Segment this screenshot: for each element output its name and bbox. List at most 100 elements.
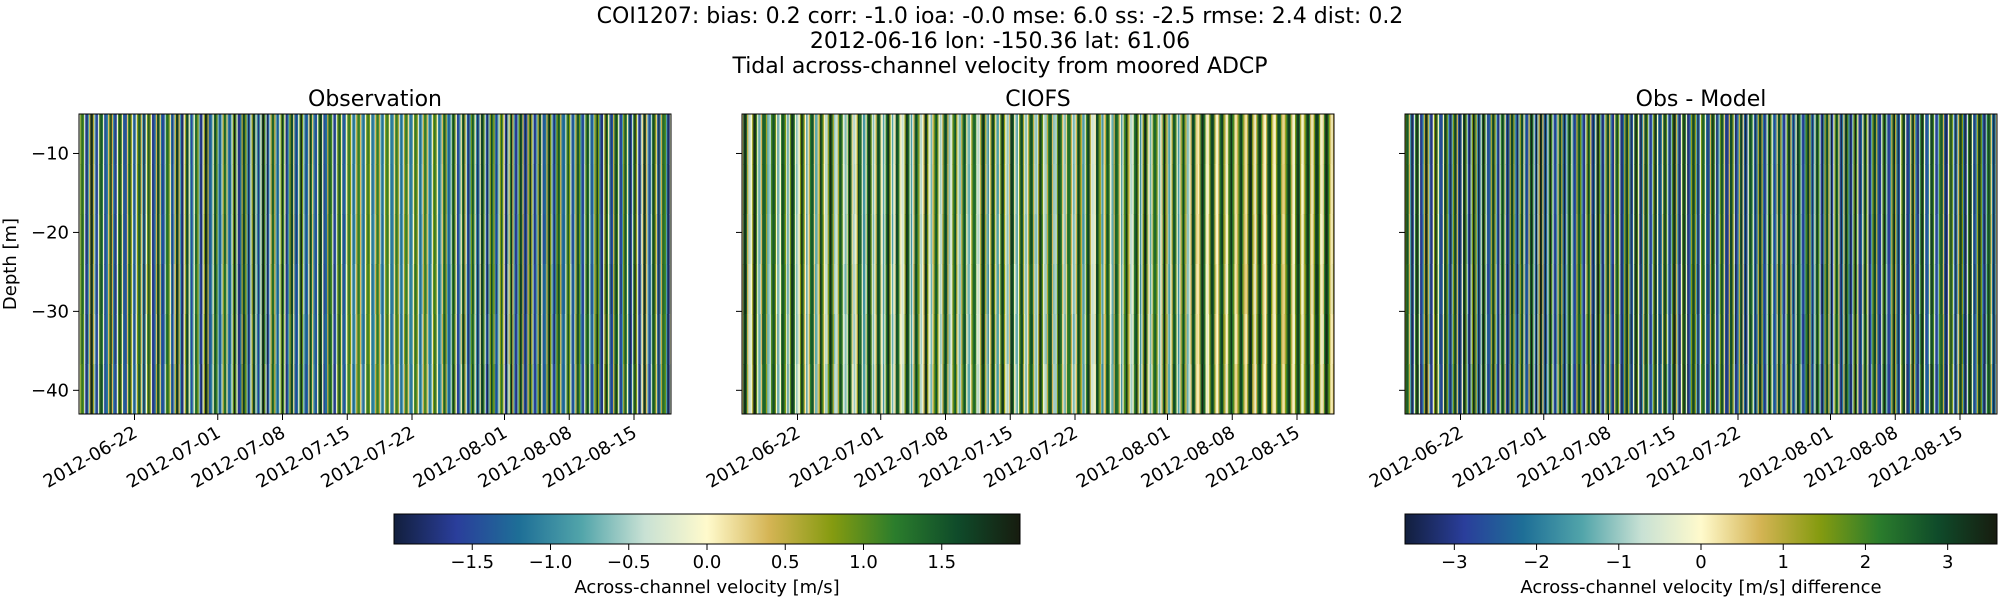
heatmap-cell: [275, 114, 278, 165]
heatmap-cell: [776, 264, 778, 315]
heatmap-cell: [387, 364, 390, 414]
heatmap-cell: [528, 314, 531, 365]
heatmap-cell: [1032, 114, 1035, 165]
heatmap-cell: [431, 164, 434, 215]
heatmap-cell: [584, 314, 586, 365]
heatmap-cell: [949, 214, 952, 265]
heatmap-cell: [652, 264, 654, 315]
heatmap-cell: [220, 214, 222, 265]
heatmap-cell: [1121, 264, 1123, 315]
heatmap-cell: [860, 114, 863, 165]
heatmap-cell: [948, 214, 951, 265]
heatmap-cell: [272, 164, 275, 215]
heatmap-cell: [227, 314, 230, 365]
heatmap-cell: [1131, 264, 1134, 315]
heatmap-cell: [468, 314, 471, 365]
heatmap-cell: [1109, 114, 1112, 165]
heatmap-cell: [296, 164, 299, 215]
heatmap-cell: [779, 314, 782, 365]
heatmap-cell: [900, 364, 903, 414]
heatmap-cell: [1126, 214, 1129, 265]
heatmap-cell: [966, 314, 969, 365]
heatmap-cell: [324, 164, 327, 215]
heatmap-cell: [85, 264, 88, 315]
heatmap-cell: [1104, 364, 1107, 414]
heatmap-cell: [784, 314, 787, 365]
heatmap-cell: [811, 264, 814, 315]
heatmap-cell: [235, 114, 238, 165]
heatmap-cell: [114, 164, 117, 215]
heatmap-cell: [662, 164, 665, 215]
heatmap-cell: [328, 114, 331, 165]
heatmap-cell: [778, 114, 781, 165]
heatmap-cell: [270, 114, 273, 165]
heatmap-cell: [194, 214, 197, 265]
heatmap-cell: [851, 164, 854, 215]
heatmap-cell: [1155, 164, 1157, 215]
heatmap-cell: [391, 314, 394, 365]
heatmap-cell: [811, 214, 814, 265]
heatmap-cell: [477, 314, 479, 365]
heatmap-cell: [977, 114, 980, 165]
heatmap-cell: [1063, 364, 1066, 414]
heatmap-cell: [838, 364, 841, 414]
heatmap-cell: [1050, 114, 1053, 165]
heatmap-cell: [889, 314, 892, 365]
heatmap-cell: [851, 264, 854, 315]
heatmap-cell: [99, 214, 102, 265]
heatmap-cell: [402, 164, 405, 215]
heatmap-cell: [240, 164, 243, 215]
heatmap-cell: [631, 364, 634, 414]
heatmap-cell: [541, 264, 544, 315]
heatmap-cell: [628, 364, 631, 414]
heatmap-cell: [86, 314, 89, 365]
heatmap-cell: [1090, 214, 1093, 265]
heatmap-cell: [436, 114, 439, 165]
heatmap-cell: [199, 264, 202, 315]
heatmap-cell: [1050, 164, 1053, 215]
heatmap-cell: [497, 114, 500, 165]
heatmap-cell: [446, 164, 449, 215]
heatmap-cell: [548, 314, 551, 365]
heatmap-cell: [847, 264, 850, 315]
heatmap-cell: [271, 214, 274, 265]
heatmap-cell: [647, 314, 649, 365]
heatmap-cell: [1029, 164, 1032, 215]
heatmap-cell: [91, 314, 94, 365]
heatmap-cell: [566, 164, 569, 215]
heatmap-cell: [1080, 264, 1083, 315]
heatmap-cell: [796, 364, 799, 414]
heatmap-cell: [184, 214, 187, 265]
heatmap-cell: [199, 164, 202, 215]
heatmap-cell: [178, 164, 181, 215]
heatmap-cell: [325, 314, 328, 365]
heatmap-cell: [203, 264, 206, 315]
heatmap-cell: [952, 314, 955, 365]
heatmap-cell: [772, 364, 775, 414]
heatmap-cell: [119, 264, 122, 315]
heatmap-cell: [1025, 164, 1028, 215]
heatmap-cell: [993, 114, 996, 165]
heatmap-cell: [298, 364, 301, 414]
heatmap-cell: [449, 314, 452, 365]
heatmap-cell: [474, 214, 477, 265]
heatmap-cell: [899, 314, 902, 365]
heatmap-cell: [274, 264, 277, 315]
heatmap-cell: [797, 114, 800, 165]
heatmap-cell: [1085, 164, 1088, 215]
heatmap-cell: [850, 314, 853, 365]
heatmap-cell: [312, 214, 314, 265]
heatmap-cell: [79, 264, 81, 315]
heatmap-cell: [314, 264, 317, 315]
heatmap-cell: [1000, 364, 1003, 414]
heatmap-cell: [975, 314, 977, 365]
heatmap-cell: [1051, 264, 1054, 315]
heatmap-cell: [305, 214, 308, 265]
heatmap-cell: [1083, 214, 1086, 265]
heatmap-cell: [836, 214, 839, 265]
heatmap-cell: [964, 314, 967, 365]
heatmap-cell: [946, 364, 948, 414]
heatmap-cell: [782, 314, 785, 365]
heatmap-cell: [590, 214, 593, 265]
heatmap-cell: [995, 314, 998, 365]
